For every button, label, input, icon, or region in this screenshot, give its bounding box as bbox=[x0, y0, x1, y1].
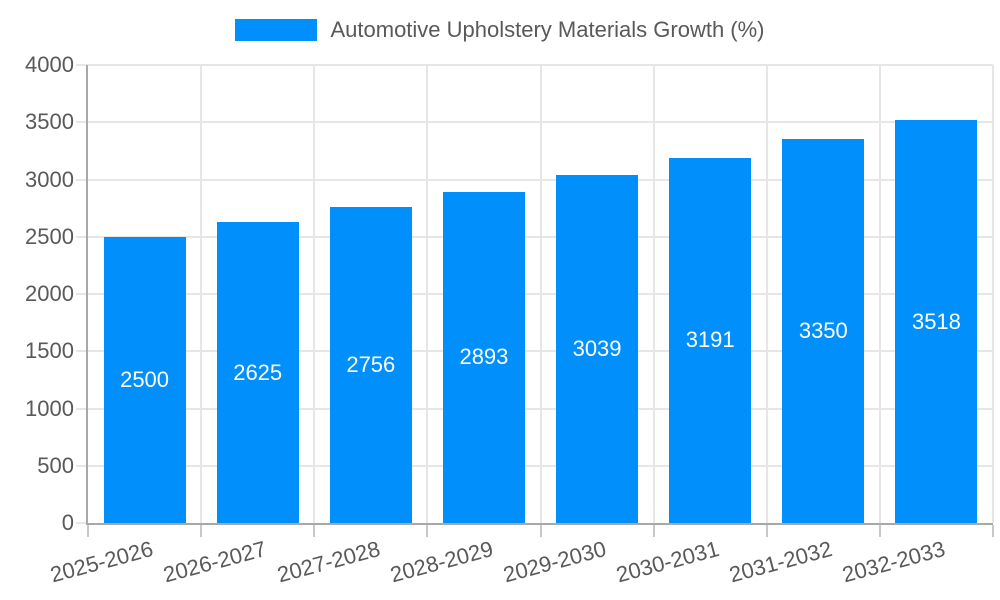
y-axis-tick bbox=[76, 235, 88, 238]
x-axis-tick bbox=[992, 525, 994, 537]
y-axis-label: 1500 bbox=[25, 338, 74, 364]
x-axis-label: 2030-2031 bbox=[613, 536, 722, 588]
x-axis-tick bbox=[426, 525, 429, 537]
y-axis-label: 0 bbox=[61, 510, 74, 535]
y-axis-label: 2500 bbox=[25, 223, 74, 249]
x-axis-tick bbox=[652, 525, 655, 537]
y-axis-label: 3500 bbox=[25, 109, 74, 135]
y-axis-label: 500 bbox=[37, 452, 74, 478]
x-axis-label: 2028-2029 bbox=[387, 536, 496, 588]
v-gridline bbox=[200, 65, 203, 523]
v-gridline bbox=[313, 65, 316, 523]
x-axis-tick bbox=[765, 525, 768, 537]
y-axis-tick bbox=[76, 293, 88, 295]
v-gridline bbox=[426, 65, 429, 523]
v-gridline bbox=[652, 65, 655, 523]
y-axis-tick bbox=[76, 64, 88, 66]
y-axis-label: 1000 bbox=[25, 395, 74, 421]
x-axis-tick bbox=[878, 525, 881, 537]
x-axis-label: 2031-2032 bbox=[726, 536, 835, 588]
y-axis-label: 2000 bbox=[25, 281, 74, 306]
bar[interactable] bbox=[442, 191, 525, 523]
y-axis-label: 4000 bbox=[25, 52, 74, 77]
x-axis-tick bbox=[539, 525, 542, 537]
y-axis-tick bbox=[76, 407, 88, 410]
x-axis-label: 2025-2026 bbox=[47, 536, 157, 588]
v-gridline bbox=[539, 65, 542, 523]
bar[interactable] bbox=[216, 222, 299, 523]
y-axis-label: 3000 bbox=[25, 166, 74, 192]
x-axis-tick bbox=[200, 525, 203, 537]
x-axis-label: 2026-2027 bbox=[161, 536, 270, 588]
y-axis-tick bbox=[76, 464, 88, 467]
y-axis-line bbox=[86, 65, 88, 525]
legend-item[interactable]: Automotive Upholstery Materials Growth (… bbox=[0, 16, 1000, 44]
y-axis-tick bbox=[76, 121, 88, 124]
legend-swatch bbox=[235, 19, 318, 41]
bar[interactable] bbox=[782, 139, 865, 523]
bar[interactable] bbox=[103, 236, 186, 523]
bar[interactable] bbox=[669, 157, 752, 523]
legend-label: Automotive Upholstery Materials Growth (… bbox=[330, 17, 765, 42]
bar[interactable] bbox=[556, 175, 639, 523]
v-gridline bbox=[878, 65, 881, 523]
bar[interactable] bbox=[895, 120, 978, 523]
y-axis-tick bbox=[76, 178, 88, 181]
v-gridline bbox=[765, 65, 768, 523]
x-axis-label: 2027-2028 bbox=[274, 536, 383, 588]
x-axis-label: 2032-2033 bbox=[839, 536, 948, 588]
v-gridline bbox=[992, 65, 994, 523]
y-axis-tick bbox=[76, 350, 88, 353]
x-axis-tick bbox=[313, 525, 316, 537]
x-axis-label: 2029-2030 bbox=[500, 536, 609, 588]
y-axis-tick bbox=[76, 522, 88, 524]
x-axis-line bbox=[86, 523, 993, 525]
bar[interactable] bbox=[329, 207, 412, 523]
x-axis-tick bbox=[87, 525, 89, 537]
